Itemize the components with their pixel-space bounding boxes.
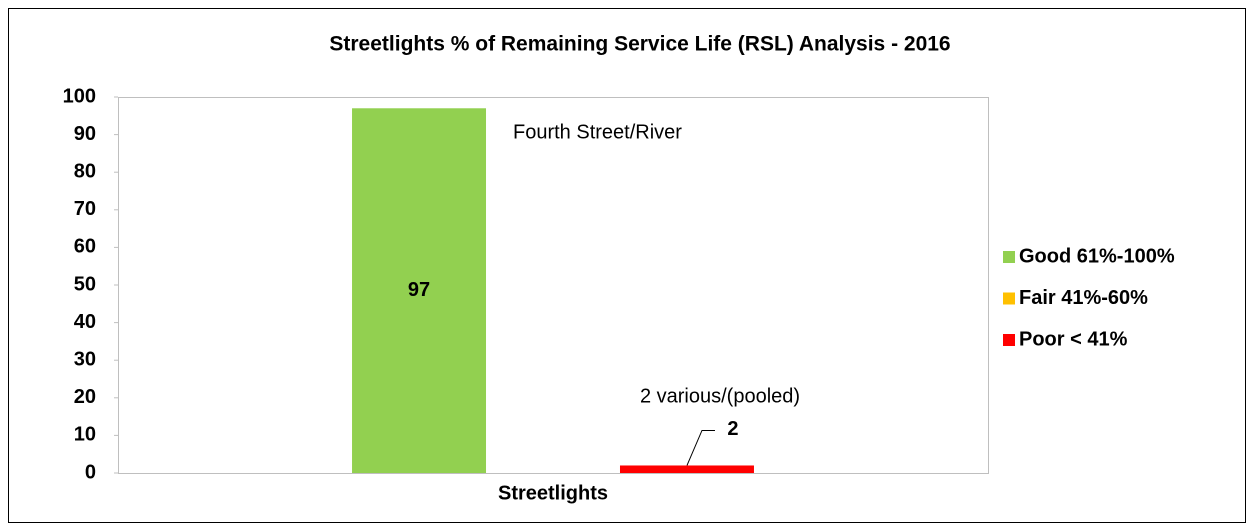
annotation: Fourth Street/River [513, 121, 682, 143]
y-tick-label: 30 [74, 348, 96, 370]
annotation: 2 various/(pooled) [640, 385, 800, 407]
legend-label: Fair 41%-60% [1019, 287, 1148, 309]
legend-label: Good 61%-100% [1019, 245, 1175, 267]
chart-title: Streetlights % of Remaining Service Life… [329, 33, 950, 56]
data-label: 2 [727, 418, 738, 440]
data-label: 97 [408, 279, 430, 301]
legend-label: Poor < 41% [1019, 328, 1128, 350]
leader-line [686, 429, 715, 466]
y-tick-label: 50 [74, 273, 96, 295]
y-tick-label: 20 [74, 386, 96, 408]
y-tick-label: 0 [85, 461, 96, 483]
plot-area [118, 97, 989, 474]
bar [619, 465, 754, 473]
legend-swatch [1003, 292, 1015, 305]
y-tick-label: 10 [74, 424, 96, 446]
y-tick-label: 40 [74, 311, 96, 333]
legend-swatch [1003, 251, 1015, 263]
x-tick-label: Streetlights [498, 482, 608, 504]
bar [352, 108, 487, 473]
y-tick-label: 90 [74, 123, 96, 145]
legend-swatch [1003, 334, 1015, 346]
y-tick-label: 80 [74, 160, 96, 182]
y-tick-label: 70 [74, 198, 96, 220]
y-tick-label: 100 [63, 85, 96, 107]
y-tick-label: 60 [74, 236, 96, 258]
